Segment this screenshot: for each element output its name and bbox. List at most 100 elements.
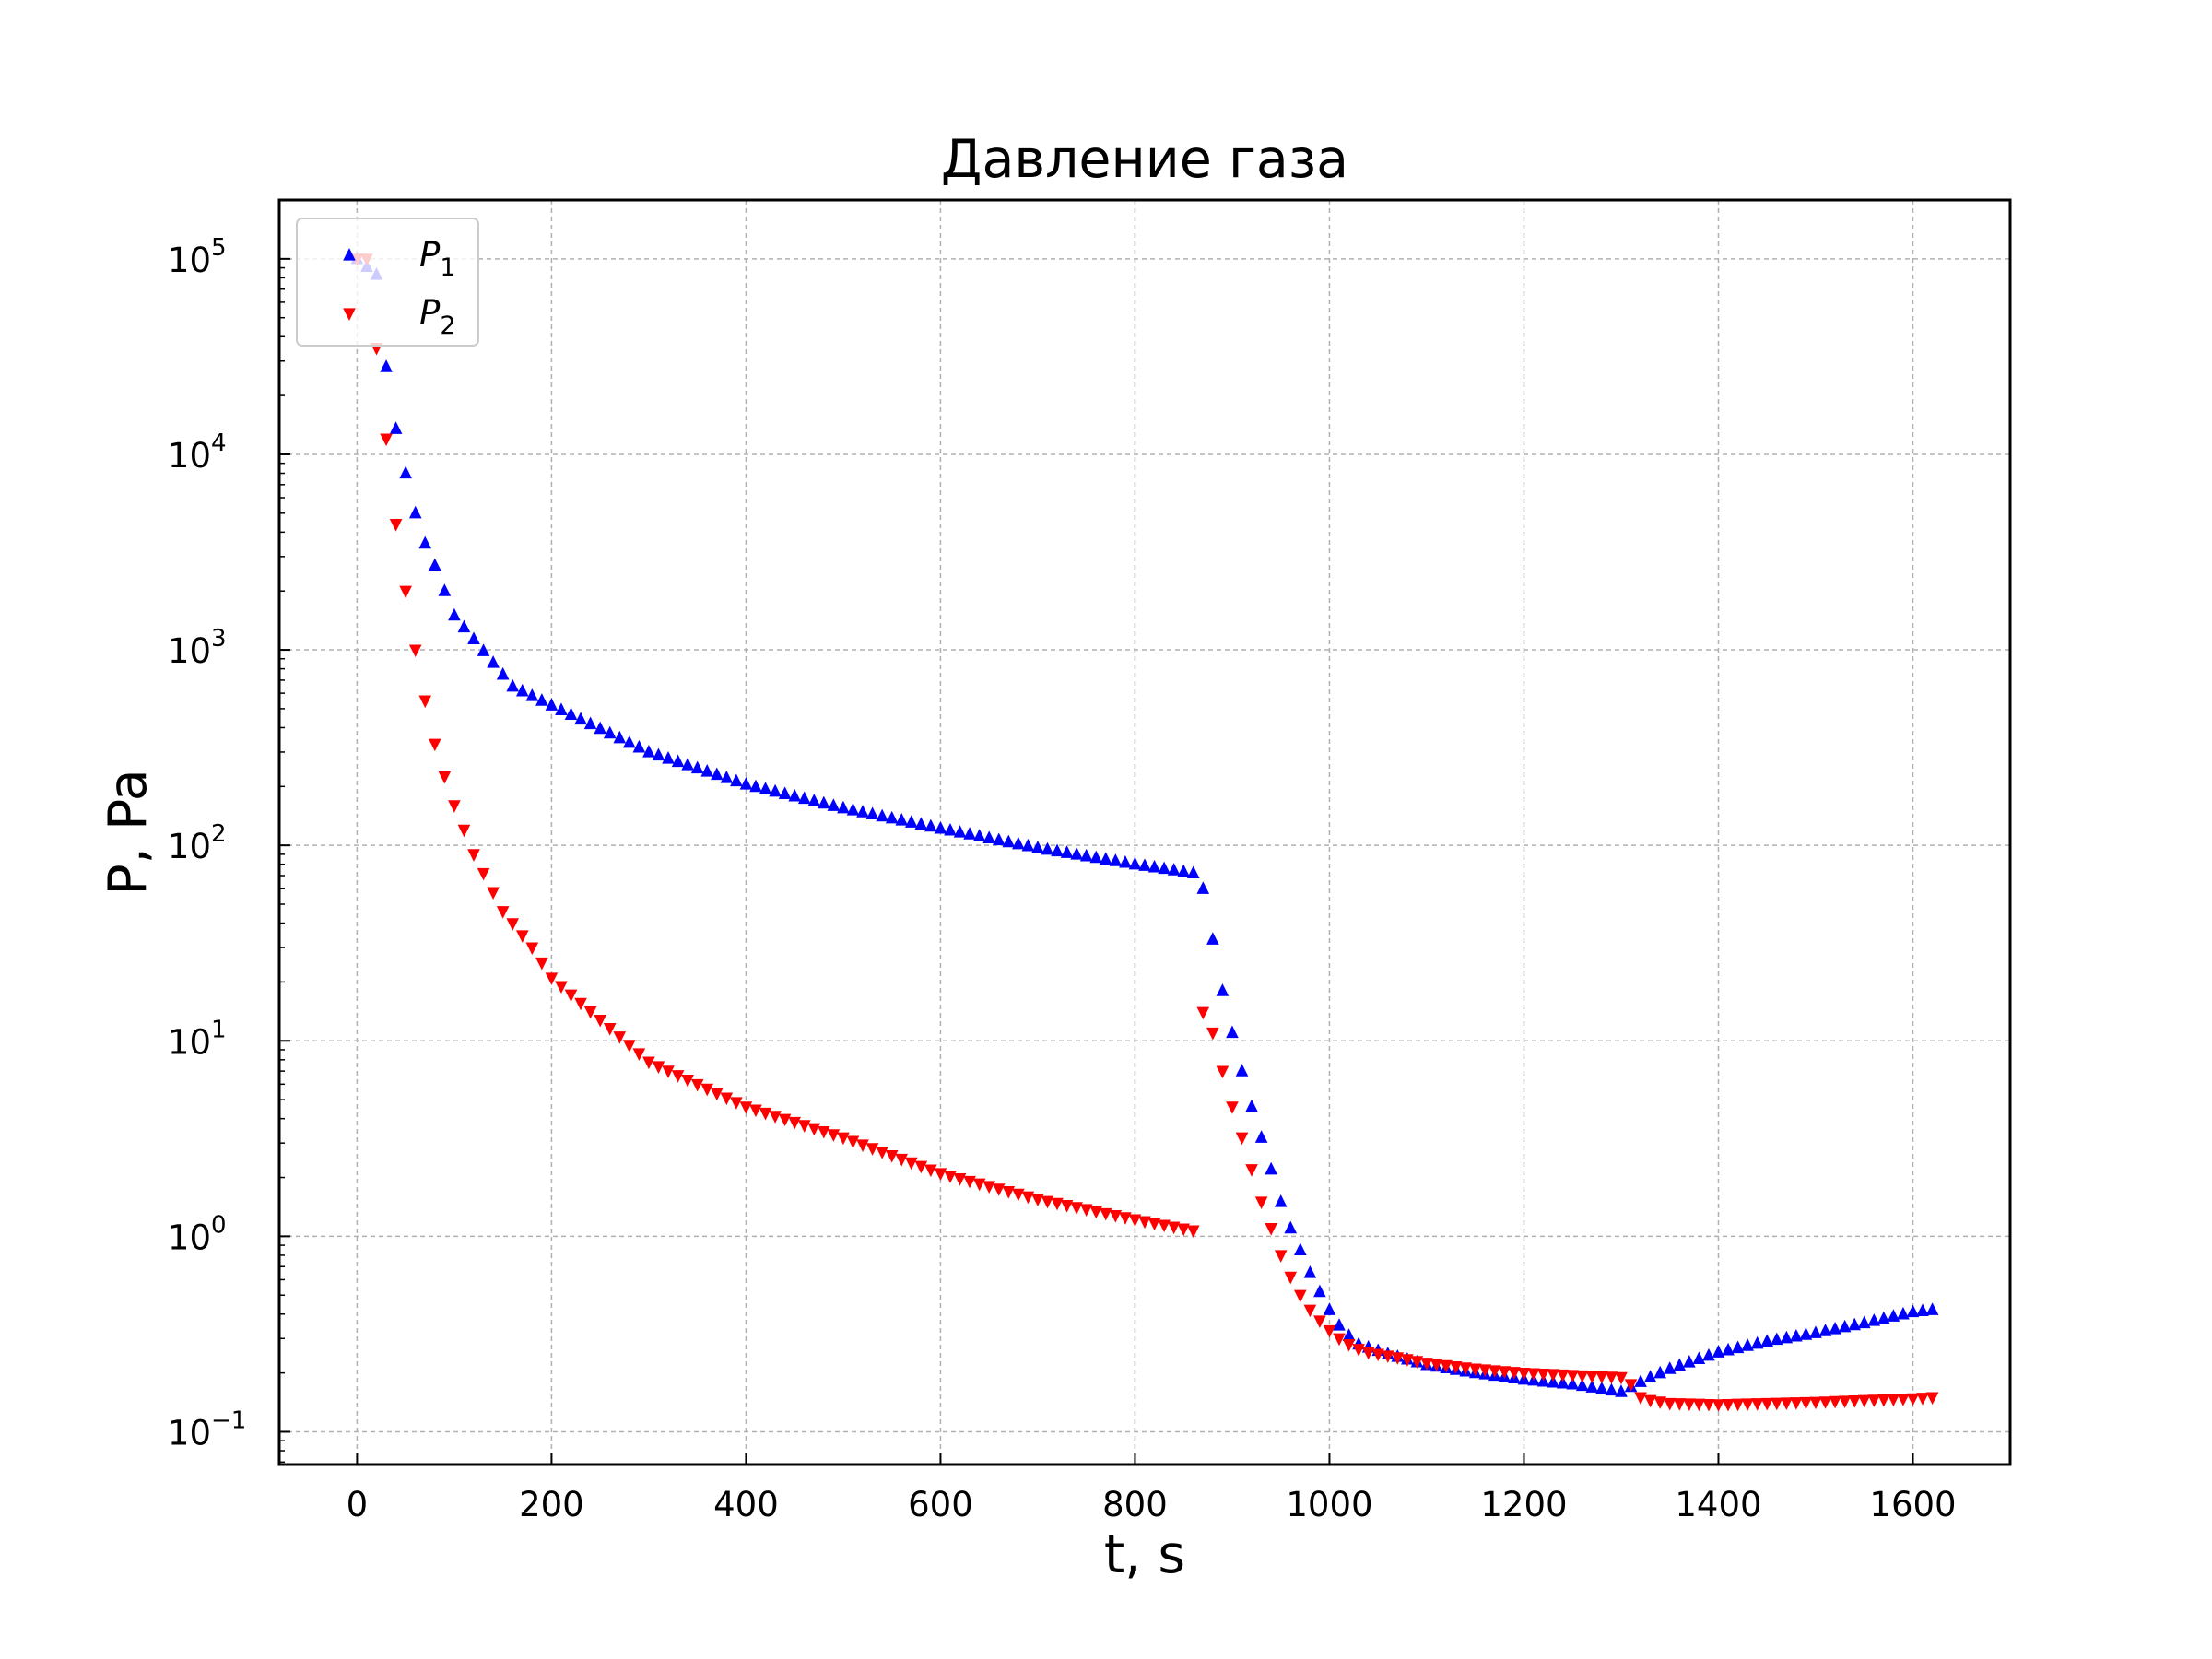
data-point bbox=[730, 773, 743, 787]
data-point bbox=[380, 433, 393, 447]
data-point bbox=[1566, 1376, 1580, 1390]
data-point bbox=[1857, 1394, 1871, 1408]
data-point bbox=[914, 1160, 928, 1174]
data-point bbox=[1128, 856, 1142, 870]
data-point bbox=[1741, 1338, 1754, 1351]
data-point bbox=[613, 1031, 627, 1044]
data-point bbox=[1167, 1221, 1181, 1235]
data-point bbox=[1624, 1379, 1638, 1392]
data-point bbox=[1051, 1197, 1064, 1211]
data-point bbox=[1877, 1394, 1890, 1407]
data-point bbox=[1731, 1398, 1745, 1412]
data-point bbox=[1508, 1367, 1521, 1380]
data-point bbox=[904, 1157, 918, 1171]
data-point bbox=[730, 1097, 743, 1110]
data-point bbox=[1303, 1304, 1317, 1318]
data-point bbox=[1235, 1064, 1249, 1077]
data-point bbox=[1041, 841, 1054, 855]
data-point bbox=[1381, 1350, 1394, 1363]
y-tick-exponent: 2 bbox=[211, 820, 227, 848]
x-tick-label: 1600 bbox=[1869, 1485, 1956, 1524]
y-tick-exponent: 3 bbox=[211, 625, 227, 653]
data-point bbox=[1012, 836, 1025, 850]
data-point bbox=[408, 505, 422, 519]
data-point bbox=[1566, 1370, 1580, 1382]
data-point bbox=[623, 735, 636, 748]
data-point bbox=[1333, 1318, 1346, 1331]
x-axis-label: t, s bbox=[1104, 1524, 1185, 1585]
y-tick-label: 10 bbox=[168, 827, 211, 866]
data-point bbox=[1021, 838, 1035, 852]
data-point bbox=[876, 1147, 888, 1159]
data-point bbox=[642, 744, 655, 758]
data-point bbox=[1818, 1396, 1832, 1409]
data-point bbox=[1254, 1130, 1268, 1143]
data-point bbox=[438, 771, 452, 784]
y-tick-exponent: −1 bbox=[211, 1406, 246, 1434]
data-point bbox=[662, 1065, 675, 1078]
data-point bbox=[1829, 1321, 1841, 1335]
data-point bbox=[389, 421, 403, 434]
data-point bbox=[399, 585, 412, 599]
data-point bbox=[555, 981, 568, 994]
data-point bbox=[525, 942, 539, 956]
data-point bbox=[1663, 1397, 1677, 1411]
data-point bbox=[1605, 1382, 1618, 1396]
data-point bbox=[418, 695, 432, 709]
data-point bbox=[496, 906, 510, 919]
y-tick-label: 10 bbox=[168, 631, 211, 671]
data-point bbox=[1478, 1364, 1492, 1378]
data-point bbox=[739, 1101, 753, 1114]
data-point bbox=[720, 771, 734, 783]
data-point bbox=[1138, 858, 1151, 871]
plot-frame bbox=[277, 198, 2012, 1466]
data-point bbox=[1857, 1315, 1871, 1329]
data-point bbox=[700, 1083, 714, 1097]
data-point bbox=[885, 1150, 899, 1163]
data-point bbox=[865, 1143, 879, 1156]
data-point bbox=[506, 678, 520, 692]
data-point bbox=[1741, 1398, 1754, 1412]
data-point bbox=[1449, 1360, 1463, 1374]
data-point bbox=[1722, 1342, 1735, 1356]
data-point bbox=[972, 1178, 986, 1192]
data-point bbox=[934, 1168, 947, 1182]
data-point bbox=[1575, 1370, 1589, 1383]
data-point bbox=[1488, 1365, 1501, 1378]
y-tick-exponent: 1 bbox=[211, 1016, 227, 1043]
data-point bbox=[1060, 845, 1074, 858]
data-point bbox=[1780, 1397, 1794, 1410]
data-point bbox=[1099, 852, 1112, 865]
data-point bbox=[856, 1139, 869, 1152]
data-point bbox=[545, 972, 559, 985]
data-point bbox=[1643, 1394, 1657, 1408]
data-point bbox=[438, 583, 452, 596]
legend-box bbox=[296, 218, 479, 347]
data-point bbox=[1109, 853, 1123, 866]
data-point bbox=[1089, 1206, 1103, 1219]
data-point bbox=[671, 754, 685, 768]
data-point bbox=[1265, 1222, 1277, 1236]
data-point bbox=[1079, 1204, 1093, 1218]
data-point bbox=[856, 805, 869, 818]
data-point bbox=[759, 1107, 772, 1121]
data-point bbox=[594, 1014, 606, 1028]
data-point bbox=[603, 1023, 617, 1036]
data-point bbox=[1750, 1335, 1764, 1349]
data-point bbox=[1916, 1393, 1929, 1406]
data-point bbox=[457, 824, 471, 838]
data-point bbox=[1041, 1195, 1054, 1209]
data-point bbox=[1663, 1361, 1677, 1374]
data-point bbox=[1031, 1194, 1044, 1207]
data-point bbox=[545, 698, 559, 711]
data-point bbox=[1702, 1398, 1715, 1412]
data-point bbox=[778, 786, 792, 799]
data-point bbox=[1333, 1333, 1346, 1347]
data-point bbox=[846, 1135, 860, 1149]
x-tick-label: 600 bbox=[908, 1485, 973, 1524]
data-point bbox=[944, 1171, 957, 1183]
data-point bbox=[1653, 1396, 1666, 1409]
data-point bbox=[515, 930, 529, 943]
data-point bbox=[1575, 1378, 1589, 1392]
